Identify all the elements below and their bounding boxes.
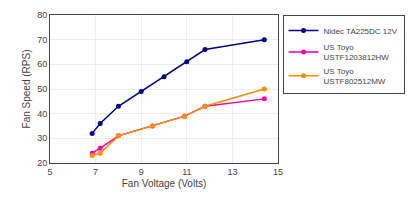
svg-text:Fan Speed (RPS): Fan Speed (RPS) — [21, 50, 32, 129]
svg-text:11: 11 — [182, 167, 191, 177]
svg-text:20: 20 — [37, 158, 47, 168]
svg-text:Fan Voltage (Volts): Fan Voltage (Volts) — [122, 178, 207, 189]
svg-text:13: 13 — [227, 167, 237, 177]
svg-text:70: 70 — [37, 35, 47, 45]
svg-text:40: 40 — [37, 109, 47, 119]
svg-text:5: 5 — [47, 167, 52, 177]
svg-text:US ToyoUSTF802512MW: US ToyoUSTF802512MW — [324, 67, 386, 86]
svg-text:US ToyoUSTF1203812HW: US ToyoUSTF1203812HW — [324, 43, 390, 62]
svg-text:30: 30 — [37, 133, 47, 143]
svg-text:60: 60 — [37, 59, 47, 69]
svg-text:Nidec TA225DC 12V: Nidec TA225DC 12V — [324, 27, 398, 36]
svg-text:50: 50 — [37, 84, 47, 94]
svg-text:7: 7 — [93, 167, 98, 177]
svg-text:80: 80 — [37, 10, 47, 20]
svg-text:15: 15 — [273, 167, 283, 177]
svg-text:9: 9 — [139, 167, 144, 177]
